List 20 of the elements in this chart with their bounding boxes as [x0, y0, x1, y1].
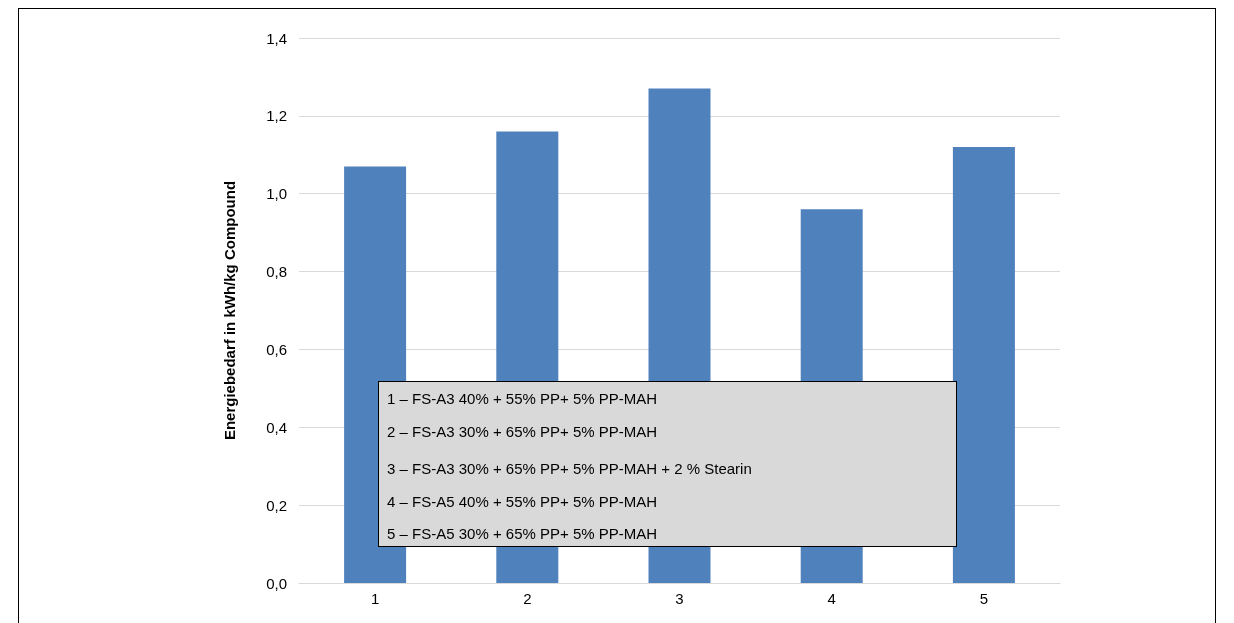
annotation: 3 – FS-A3 30% + 65% PP+ 5% PP-MAH + 2 % Stearin: [387, 460, 752, 477]
x-tick-label: 5: [979, 590, 989, 607]
y-tick-label: 0,6: [266, 340, 287, 358]
annotation: 2 – FS-A3 30% + 65% PP+ 5% PP-MAH: [387, 423, 658, 440]
annotation: 1 – FS-A3 40% + 55% PP+ 5% PP-MAH: [387, 390, 658, 407]
y-tick-label: 1,0: [266, 185, 287, 203]
annotation: 4 – FS-A5 40% + 55% PP+ 5% PP-MAH: [387, 493, 658, 510]
y-tick-label: 0,4: [266, 418, 287, 436]
annotation: 5 – FS-A5 30% + 65% PP+ 5% PP-MAH: [387, 525, 658, 542]
y-tick-label: 1,2: [266, 107, 287, 125]
x-tick-label: 3: [675, 590, 684, 607]
y-tick-label: 0,0: [266, 574, 287, 592]
x-tick-label: 1: [370, 590, 380, 607]
x-tick-label: 2: [523, 590, 532, 607]
y-tick-label: 0,8: [266, 263, 287, 281]
x-tick-label: 4: [827, 590, 836, 607]
y-tick-label: 1,4: [266, 29, 287, 47]
bar: [952, 147, 1015, 583]
y-tick-label: 0,2: [266, 496, 287, 514]
y-axis-title: Energiebedarf in kWh/kg Compound: [221, 180, 238, 441]
